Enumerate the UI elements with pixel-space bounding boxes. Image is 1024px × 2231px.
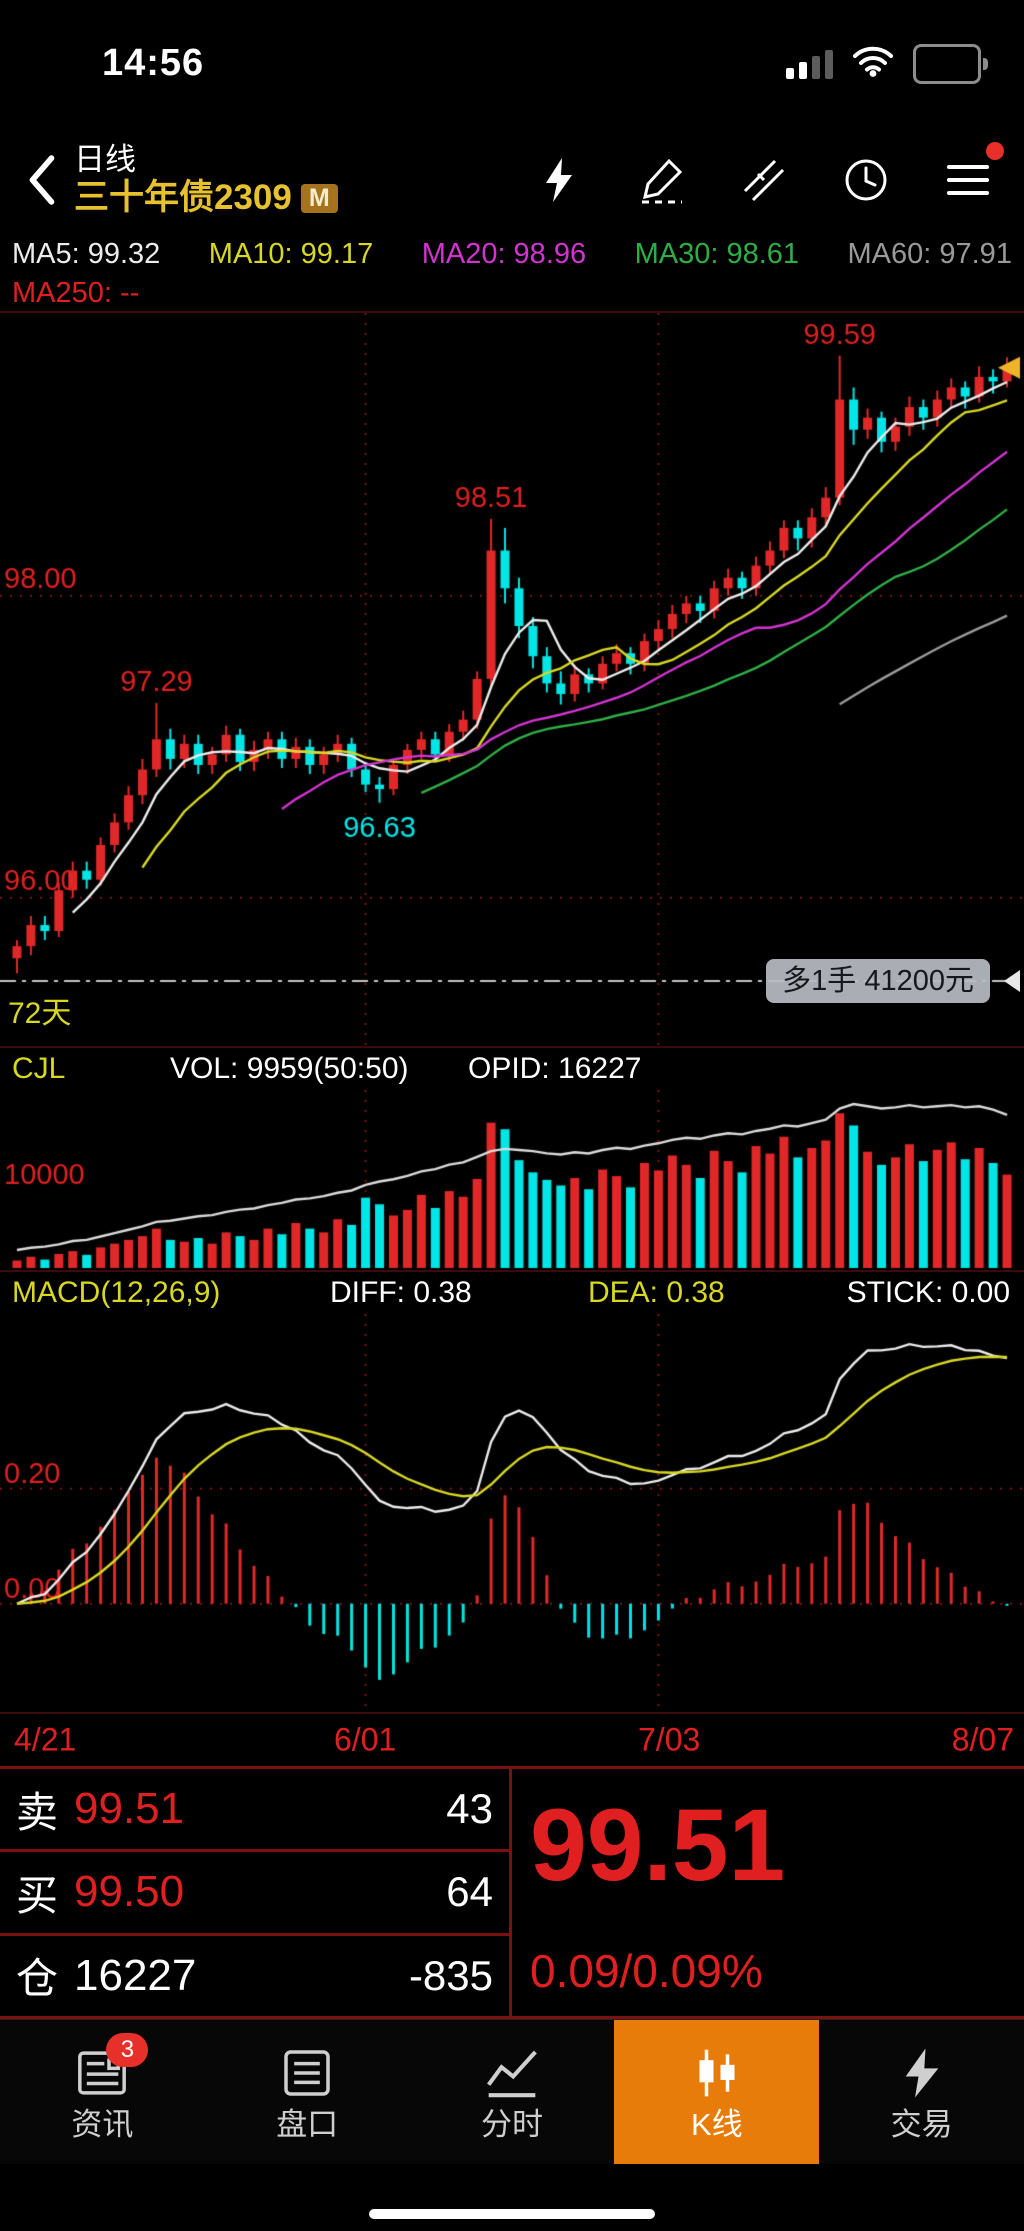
bottom-nav: 3 资讯 盘口 分时: [0, 2019, 1024, 2164]
news-icon: 3: [74, 2032, 149, 2101]
ask-label: 卖: [16, 1788, 59, 1836]
oi-change: -835: [408, 1951, 493, 1999]
ma10-value: MA10: 99.17: [208, 237, 374, 270]
tab-trade[interactable]: 交易: [819, 2020, 1024, 2164]
status-icons: [786, 43, 988, 84]
date-tick: 4/21: [14, 1721, 77, 1758]
open-interest-row[interactable]: 仓 16227 -835: [0, 1936, 509, 2019]
notification-dot: [986, 142, 1004, 160]
price-change: 0.09/0.09%: [530, 1945, 763, 1997]
orderbook-icon: [279, 2045, 335, 2101]
header: 日线 三十年债2309 M: [0, 127, 1024, 233]
tab-orderbook[interactable]: 盘口: [205, 2020, 410, 2164]
home-strip: [0, 2164, 1024, 2231]
signal-icon: [786, 49, 833, 79]
ask-row[interactable]: 卖 99.51 43: [0, 1769, 509, 1853]
ma60-value: MA60: 97.91: [847, 237, 1012, 270]
position-cost-badge: 多1手 41200元: [766, 959, 990, 1003]
macd-panel-header: MACD(12,26,9) DIFF: 0.38 DEA: 0.38 STICK…: [0, 1270, 1024, 1314]
intraday-trend-icon: [484, 2045, 540, 2101]
back-button[interactable]: [12, 137, 72, 223]
wifi-icon: [853, 45, 893, 82]
trend-lines-icon: [743, 159, 785, 202]
quick-trade-button[interactable]: [536, 156, 584, 204]
date-axis: 4/21 6/01 7/03 8/07: [0, 1712, 1024, 1769]
volume-indicator-name[interactable]: CJL: [12, 1052, 66, 1085]
bid-qty: 64: [446, 1868, 493, 1916]
news-badge: 3: [106, 2032, 149, 2067]
ma250-value: MA250: --: [12, 276, 140, 309]
trade-lightning-icon: [894, 2045, 950, 2101]
main-candle-chart[interactable]: [0, 313, 1024, 1046]
status-time: 14:56: [102, 42, 205, 84]
volume-value: VOL: 9959(50:50): [170, 1052, 409, 1085]
macd-stick-value: STICK: 0.00: [846, 1276, 1010, 1309]
macd-dea-value: DEA: 0.38: [588, 1276, 725, 1309]
ma250-row: MA250: --: [0, 275, 1024, 311]
ma5-value: MA5: 99.32: [12, 237, 161, 270]
candlestick-chart-panel: 72天 多1手 41200元: [0, 311, 1024, 1046]
oi-value: 16227: [74, 1950, 197, 2000]
kline-candles-icon: [689, 2045, 745, 2101]
bid-label: 买: [16, 1871, 59, 1919]
ma20-value: MA20: 98.96: [421, 237, 587, 270]
ma-indicator-row: MA5: 99.32 MA10: 99.17 MA20: 98.96 MA30:…: [0, 233, 1024, 275]
ask-price: 99.51: [74, 1784, 185, 1834]
date-tick: 7/03: [638, 1721, 701, 1758]
volume-chart[interactable]: [0, 1090, 1024, 1270]
macd-diff-value: DIFF: 0.38: [330, 1276, 472, 1309]
oi-label: 仓: [16, 1955, 59, 2003]
header-toolbar: [536, 142, 1004, 204]
date-tick: 6/01: [334, 1721, 397, 1758]
lightning-icon: [546, 158, 572, 202]
tab-kline[interactable]: K线: [614, 2020, 820, 2164]
ask-qty: 43: [446, 1785, 493, 1833]
contract-name: 三十年债2309: [74, 178, 292, 218]
status-bar: 14:56: [0, 0, 1024, 127]
ma30-value: MA30: 98.61: [634, 237, 800, 270]
position-line-arrow-icon: [1004, 970, 1020, 992]
chart-period-label: 日线: [74, 141, 136, 177]
bid-ask-table: 卖 99.51 43 买 99.50 64 仓 16227 -835: [0, 1769, 512, 2019]
tab-intraday[interactable]: 分时: [410, 2020, 615, 2164]
title-block: 日线 三十年债2309 M: [74, 141, 338, 218]
last-price: 99.51: [530, 1788, 786, 1902]
clock-icon: [845, 159, 887, 201]
back-chevron-icon: [29, 155, 55, 205]
macd-chart[interactable]: [0, 1314, 1024, 1712]
bid-price: 99.50: [74, 1867, 185, 1917]
open-interest-value: OPID: 16227: [468, 1052, 642, 1085]
hamburger-menu-icon: [947, 165, 989, 195]
trendline-tool-button[interactable]: [740, 156, 788, 204]
bid-row[interactable]: 买 99.50 64: [0, 1852, 509, 1936]
main-contract-badge: M: [300, 183, 338, 213]
macd-indicator-name[interactable]: MACD(12,26,9): [12, 1276, 221, 1309]
draw-tool-button[interactable]: [638, 156, 686, 204]
last-price-block: 99.51 0.09/0.09%: [512, 1769, 1024, 2019]
pencil-icon: [642, 158, 683, 204]
menu-button[interactable]: [944, 142, 1004, 204]
home-indicator[interactable]: [369, 2209, 655, 2219]
battery-icon: [913, 43, 988, 84]
tab-news[interactable]: 3 资讯: [0, 2020, 205, 2164]
volume-panel-header: CJL VOL: 9959(50:50) OPID: 16227: [0, 1046, 1024, 1090]
history-button[interactable]: [842, 156, 890, 204]
quote-panel: 卖 99.51 43 买 99.50 64 仓 16227 -835 99.51…: [0, 1769, 1024, 2019]
visible-days-label: 72天: [8, 997, 72, 1030]
date-tick: 8/07: [951, 1721, 1014, 1758]
